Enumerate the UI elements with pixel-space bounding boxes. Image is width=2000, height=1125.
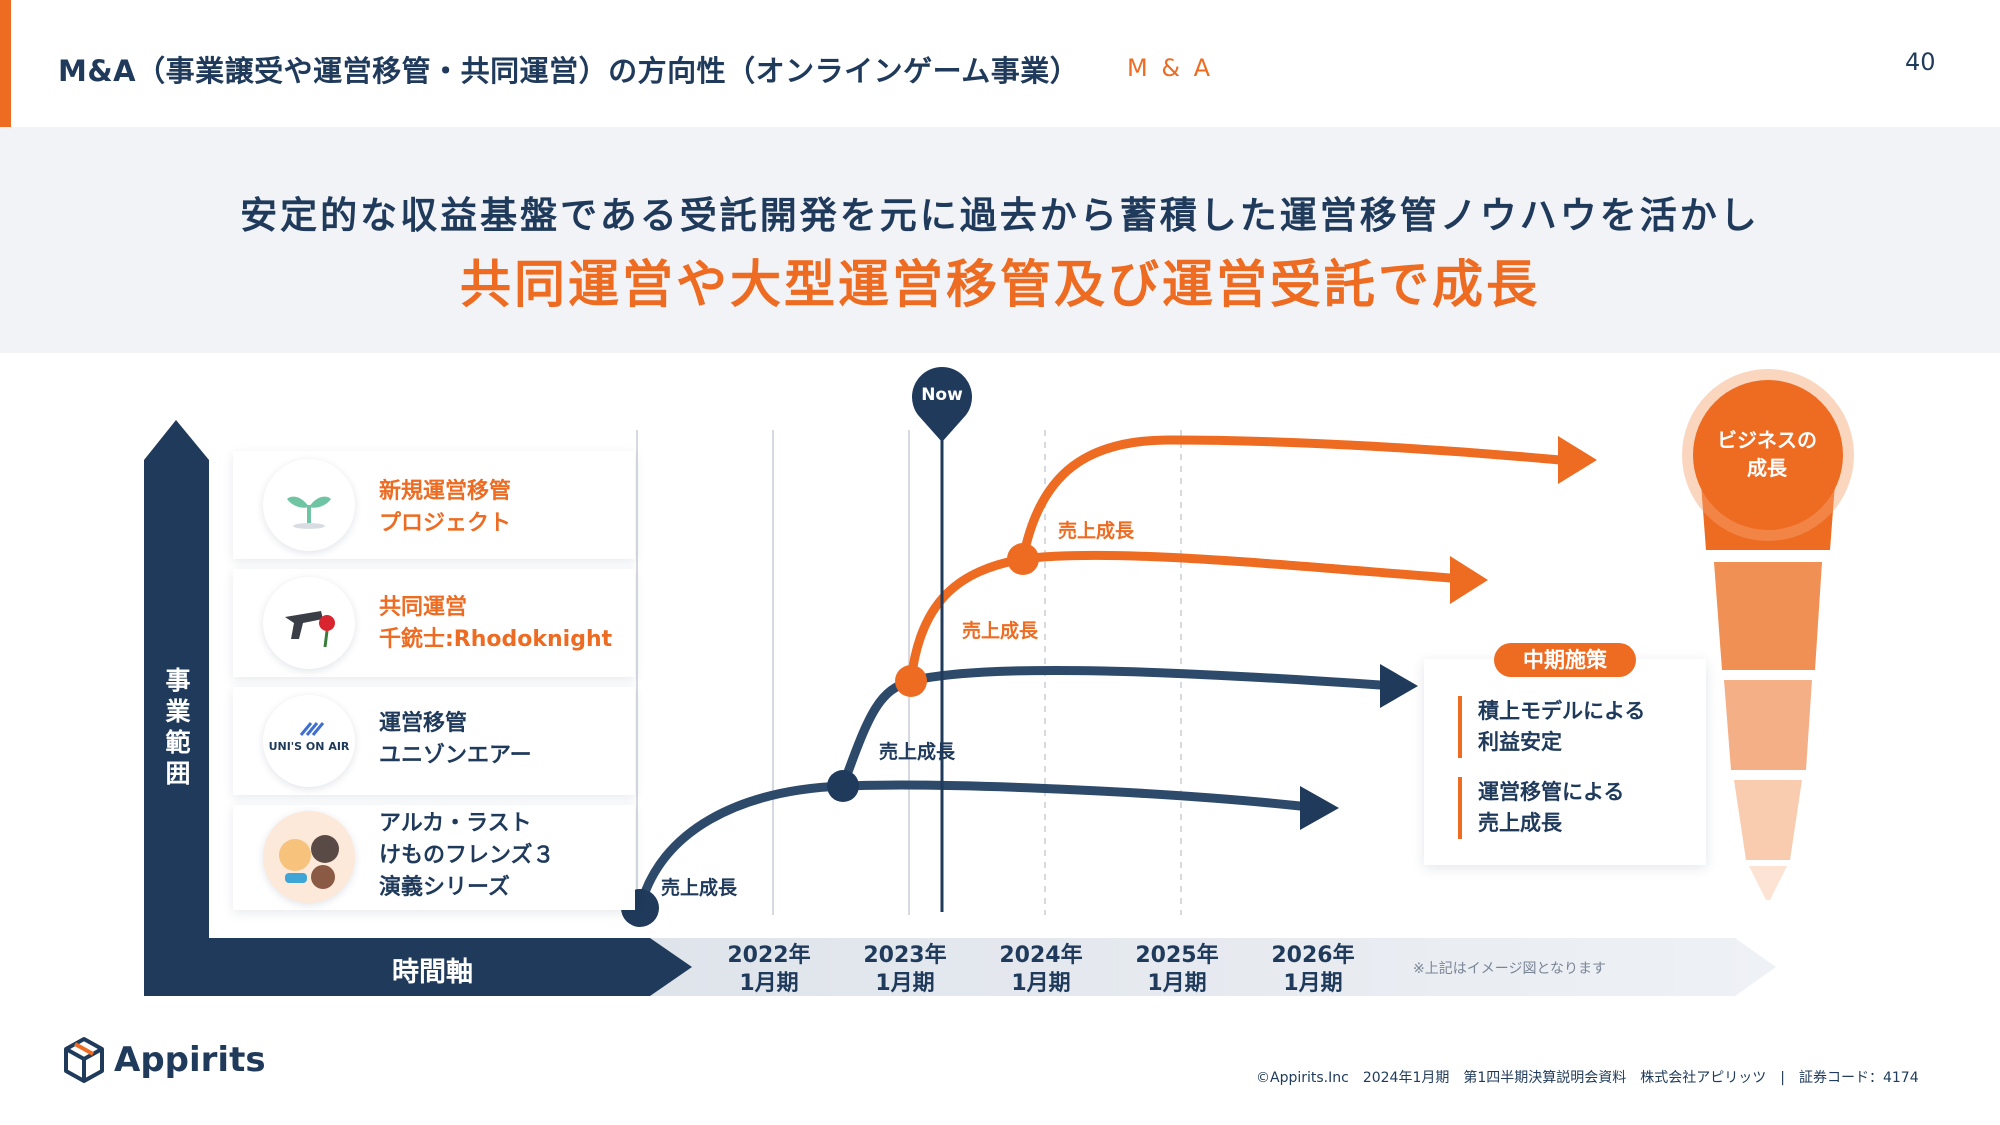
- lead-headline: 共同運営や大型運営移管及び運営受託で成長: [459, 256, 1540, 315]
- sprout-icon: [263, 459, 355, 551]
- year-label-2024: 2024年 1月期: [999, 943, 1083, 996]
- svg-text:UNI'S ON AIR: UNI'S ON AIR: [269, 740, 350, 753]
- orange-growth-lines: [906, 435, 1565, 686]
- lead-band: [0, 127, 2000, 353]
- sales-growth-label-3: 売上成長: [962, 620, 1039, 642]
- logo-text: Appirits: [114, 1040, 266, 1080]
- mid-term-policy-badge: 中期施策: [1494, 643, 1636, 677]
- now-label: Now: [921, 385, 963, 405]
- section-tag: M & A: [1127, 54, 1214, 82]
- header-accent-bar: [0, 0, 11, 127]
- row-label-joint-operation: 共同運営 千銃士:Rhodoknight: [379, 595, 613, 652]
- policy-item-stable-profit: 積上モデルによる 利益安定: [1458, 696, 1645, 758]
- cube-icon: [64, 1037, 104, 1083]
- row-label-operation-transfer: 運営移管 ユニゾンエアー: [379, 711, 532, 768]
- sales-growth-label-4: 売上成長: [1058, 520, 1135, 542]
- navy-growth-lines: [635, 665, 1385, 913]
- gun-rose-icon: [263, 577, 355, 669]
- page-title: M&A（事業譲受や運営移管・共同運営）の方向性（オンラインゲーム事業）: [58, 54, 1080, 88]
- sales-growth-label-2: 売上成長: [879, 741, 956, 763]
- mid-term-policy-card: [1424, 659, 1706, 865]
- orange-node-2: [1007, 543, 1039, 575]
- unisonair-logo: UNI'S ON AIR: [263, 695, 355, 787]
- growth-funnel: [1682, 369, 1854, 900]
- row-label-new-transfer: 新規運営移管 プロジェクト: [379, 479, 512, 536]
- horizontal-axis-arrow: [144, 938, 692, 996]
- game-characters-icon: [263, 811, 355, 903]
- orange-arrowhead-1: [1450, 556, 1488, 604]
- business-growth-label: ビジネスの 成長: [1717, 428, 1817, 480]
- lead-subtitle: 安定的な収益基盤である受託開発を元に過去から蓄積した運営移管ノウハウを活かし: [240, 194, 1760, 237]
- now-pin: [912, 367, 973, 442]
- year-label-2023: 2023年 1月期: [863, 943, 947, 996]
- orange-arrowhead-2: [1558, 436, 1597, 484]
- navy-arrowhead-2: [1380, 664, 1418, 708]
- year-label-2022: 2022年 1月期: [727, 943, 811, 996]
- vertical-axis-arrow: [144, 420, 209, 996]
- page-number: 40: [1905, 48, 1936, 76]
- policy-item-sales-growth: 運営移管による 売上成長: [1458, 777, 1624, 839]
- orange-node-1: [895, 665, 927, 697]
- horizontal-axis-label: 時間軸: [392, 957, 473, 988]
- image-note: ※上記はイメージ図となります: [1413, 961, 1607, 977]
- year-label-2026: 2026年 1月期: [1271, 943, 1355, 996]
- year-label-2025: 2025年 1月期: [1135, 943, 1219, 996]
- time-band: [650, 938, 1776, 996]
- appirits-logo: Appirits: [62, 1036, 266, 1084]
- navy-arrowhead-1: [1300, 786, 1339, 830]
- sales-growth-label-1: 売上成長: [661, 877, 738, 899]
- vertical-axis-label: 事業範囲: [165, 666, 191, 788]
- row-label-existing-titles: アルカ・ラスト けものフレンズ３ 演義シリーズ: [379, 811, 555, 900]
- footer-info: ©Appirits.Inc 2024年1月期 第1四半期決算説明会資料 株式会社…: [1256, 1070, 1919, 1086]
- navy-node: [827, 770, 859, 802]
